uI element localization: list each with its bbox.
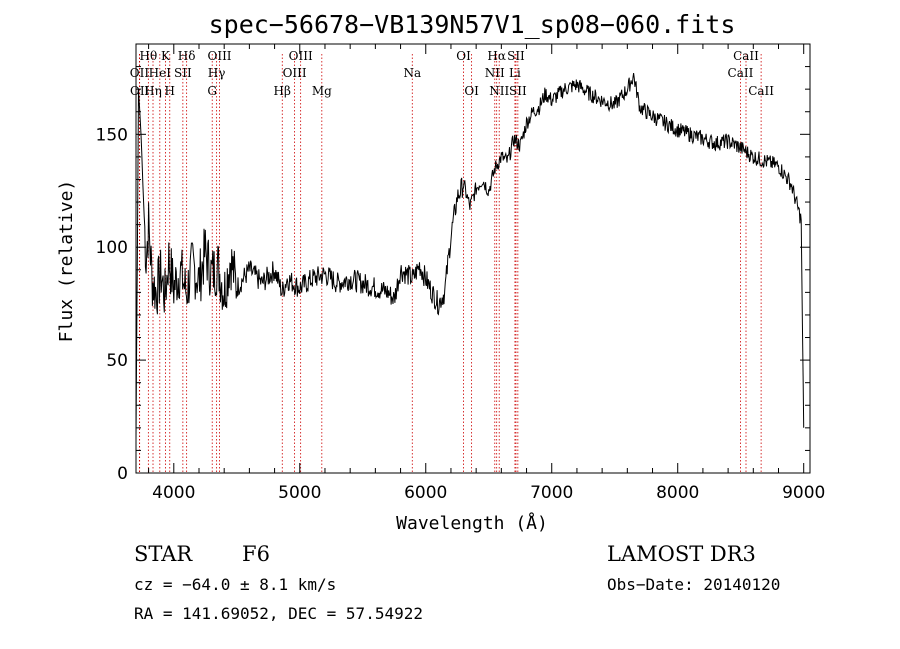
survey-name: LAMOST DR3 xyxy=(607,542,756,566)
line-marker-label: OII xyxy=(130,66,150,80)
line-marker-label: SII xyxy=(509,84,527,98)
line-marker-label: Na xyxy=(403,66,421,80)
redshift-text: cz = −64.0 ± 8.1 km/s xyxy=(134,575,336,594)
x-axis-label: Wavelength (Å) xyxy=(396,512,548,534)
line-marker-label: OIII xyxy=(283,66,307,80)
plot-frame xyxy=(135,43,811,474)
y-tick-label: 0 xyxy=(117,464,128,484)
line-marker-label: K xyxy=(161,49,171,63)
chart-title: spec−56678−VB139N57V1_sp08−060.fits xyxy=(209,10,736,39)
spectrum-line xyxy=(135,73,805,440)
y-tick-label: 50 xyxy=(106,351,128,371)
x-tick-label: 4000 xyxy=(152,483,195,503)
line-marker-label: NII xyxy=(489,84,509,98)
line-marker-label: Hδ xyxy=(178,49,196,63)
line-marker-label: CaII xyxy=(733,49,759,63)
line-marker-label: OIII xyxy=(207,49,231,63)
line-marker-label: Hβ xyxy=(274,84,291,98)
line-marker-label: OI xyxy=(464,84,479,98)
x-tick-label: 8000 xyxy=(656,483,699,503)
line-marker-label: CaII xyxy=(728,66,754,80)
y-tick-label: 150 xyxy=(96,125,128,145)
x-tick-label: 7000 xyxy=(530,483,573,503)
object-subclass: F6 xyxy=(242,542,270,566)
line-marker-label: G xyxy=(207,84,217,98)
line-marker-label: Mg xyxy=(312,84,332,98)
line-marker-label: H xyxy=(165,84,175,98)
y-axis-ticks: 0 50 100 150 xyxy=(96,66,810,484)
line-marker-label: CaII xyxy=(748,84,774,98)
line-marker-label: NII xyxy=(485,66,505,80)
y-tick-label: 100 xyxy=(96,238,128,258)
x-tick-label: 5000 xyxy=(278,483,321,503)
line-marker-label: SII xyxy=(174,66,192,80)
line-marker-label: OII xyxy=(130,84,150,98)
x-tick-label: 9000 xyxy=(782,483,825,503)
line-marker-label: Hα xyxy=(487,49,506,63)
x-tick-label: 6000 xyxy=(404,483,447,503)
line-marker-label: HeI xyxy=(149,66,172,80)
obs-date: Obs−Date: 20140120 xyxy=(607,575,780,594)
coordinates: RA = 141.69052, DEC = 57.54922 xyxy=(134,604,423,623)
line-marker-label: Hη xyxy=(144,84,162,98)
x-axis-ticks: 4000 5000 6000 7000 8000 9000 xyxy=(148,44,825,503)
line-marker-label: Hθ xyxy=(139,49,157,63)
line-marker-label: Hγ xyxy=(208,66,226,80)
line-marker-label: SII xyxy=(507,49,525,63)
line-marker-label: OIII xyxy=(289,49,313,63)
y-axis-label: Flux (relative) xyxy=(56,180,77,343)
line-marker-label: Li xyxy=(509,66,521,80)
line-marker-label: OI xyxy=(456,49,471,63)
object-class: STAR xyxy=(134,542,193,566)
